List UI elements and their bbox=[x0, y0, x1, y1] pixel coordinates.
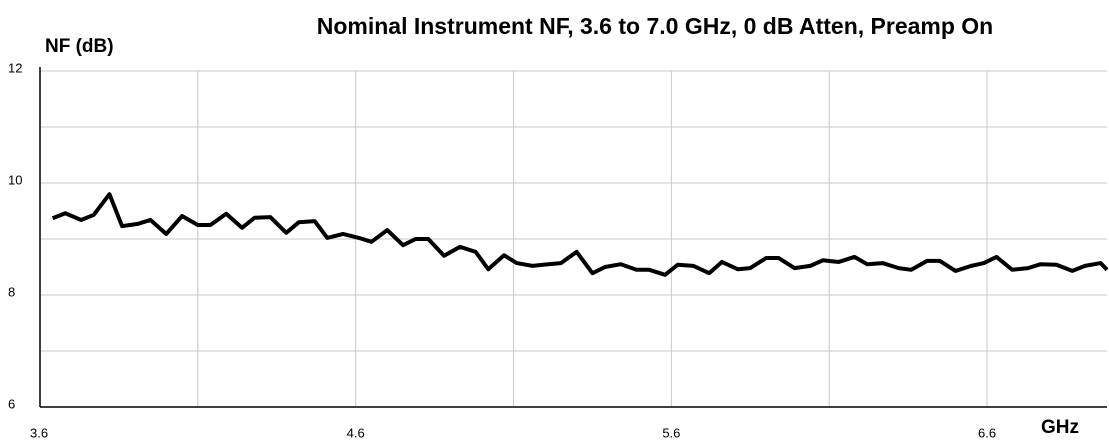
x-axis-label: GHz bbox=[1041, 417, 1079, 438]
x-tick-label: 6.6 bbox=[978, 425, 996, 440]
y-tick-label: 8 bbox=[8, 284, 15, 299]
chart-title: Nominal Instrument NF, 3.6 to 7.0 GHz, 0… bbox=[317, 13, 993, 39]
x-tick-label: 3.6 bbox=[30, 425, 48, 440]
y-tick-label: 12 bbox=[8, 60, 22, 75]
y-axis-label: NF (dB) bbox=[45, 36, 114, 57]
x-tick-label: 5.6 bbox=[662, 425, 680, 440]
x-tick-label: 4.6 bbox=[347, 425, 365, 440]
y-tick-label: 6 bbox=[8, 396, 15, 411]
line bbox=[51, 192, 1109, 277]
y-tick-label: 10 bbox=[8, 172, 22, 187]
